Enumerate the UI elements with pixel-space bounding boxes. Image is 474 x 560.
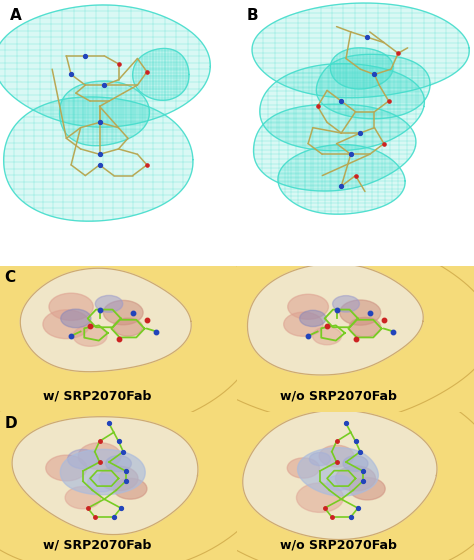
PathPatch shape bbox=[316, 54, 430, 119]
Polygon shape bbox=[0, 5, 210, 127]
Text: B: B bbox=[246, 8, 258, 23]
Circle shape bbox=[310, 452, 330, 466]
Circle shape bbox=[49, 293, 93, 320]
Text: w/ SRP2070Fab: w/ SRP2070Fab bbox=[43, 390, 151, 403]
Circle shape bbox=[287, 458, 319, 478]
Polygon shape bbox=[0, 377, 272, 560]
Polygon shape bbox=[60, 449, 145, 494]
Circle shape bbox=[349, 478, 385, 500]
Circle shape bbox=[73, 325, 107, 346]
Circle shape bbox=[349, 318, 381, 337]
Circle shape bbox=[61, 309, 91, 328]
Polygon shape bbox=[260, 64, 424, 151]
Circle shape bbox=[88, 474, 116, 492]
PathPatch shape bbox=[254, 104, 416, 191]
Polygon shape bbox=[247, 264, 423, 375]
Circle shape bbox=[78, 443, 121, 469]
Circle shape bbox=[336, 466, 375, 491]
Text: D: D bbox=[5, 416, 18, 431]
Circle shape bbox=[327, 475, 351, 491]
Polygon shape bbox=[133, 48, 189, 100]
Circle shape bbox=[319, 445, 354, 467]
PathPatch shape bbox=[0, 5, 210, 127]
Text: w/o SRP2070Fab: w/o SRP2070Fab bbox=[280, 538, 397, 551]
Circle shape bbox=[103, 300, 143, 325]
Circle shape bbox=[343, 456, 368, 472]
Polygon shape bbox=[4, 97, 193, 221]
Circle shape bbox=[113, 318, 143, 336]
PathPatch shape bbox=[278, 144, 405, 214]
Polygon shape bbox=[180, 375, 474, 560]
Text: A: A bbox=[9, 8, 21, 23]
Circle shape bbox=[43, 310, 90, 339]
Polygon shape bbox=[278, 144, 405, 214]
Circle shape bbox=[99, 466, 138, 491]
PathPatch shape bbox=[60, 81, 149, 146]
Polygon shape bbox=[184, 234, 474, 423]
PathPatch shape bbox=[252, 3, 469, 98]
Polygon shape bbox=[252, 3, 469, 98]
Polygon shape bbox=[330, 48, 393, 89]
Polygon shape bbox=[60, 81, 149, 146]
PathPatch shape bbox=[4, 97, 193, 221]
PathPatch shape bbox=[133, 48, 189, 100]
Polygon shape bbox=[20, 268, 191, 372]
PathPatch shape bbox=[330, 48, 393, 89]
Circle shape bbox=[106, 455, 131, 472]
Text: w/ SRP2070Fab: w/ SRP2070Fab bbox=[43, 538, 151, 551]
Polygon shape bbox=[298, 447, 378, 496]
Circle shape bbox=[284, 312, 323, 337]
Polygon shape bbox=[243, 410, 437, 539]
Circle shape bbox=[65, 487, 101, 509]
Circle shape bbox=[340, 300, 381, 325]
Text: C: C bbox=[5, 270, 16, 286]
Circle shape bbox=[68, 450, 98, 469]
PathPatch shape bbox=[260, 64, 424, 151]
Circle shape bbox=[296, 483, 344, 512]
Circle shape bbox=[300, 310, 326, 326]
Circle shape bbox=[46, 455, 87, 481]
Circle shape bbox=[95, 296, 123, 312]
Polygon shape bbox=[254, 104, 416, 191]
Polygon shape bbox=[12, 417, 198, 535]
Circle shape bbox=[288, 294, 328, 319]
Circle shape bbox=[312, 327, 342, 345]
Text: w/o SRP2070Fab: w/o SRP2070Fab bbox=[280, 390, 397, 403]
Circle shape bbox=[114, 478, 147, 499]
Circle shape bbox=[333, 296, 359, 312]
Polygon shape bbox=[0, 228, 264, 432]
Polygon shape bbox=[316, 54, 430, 119]
